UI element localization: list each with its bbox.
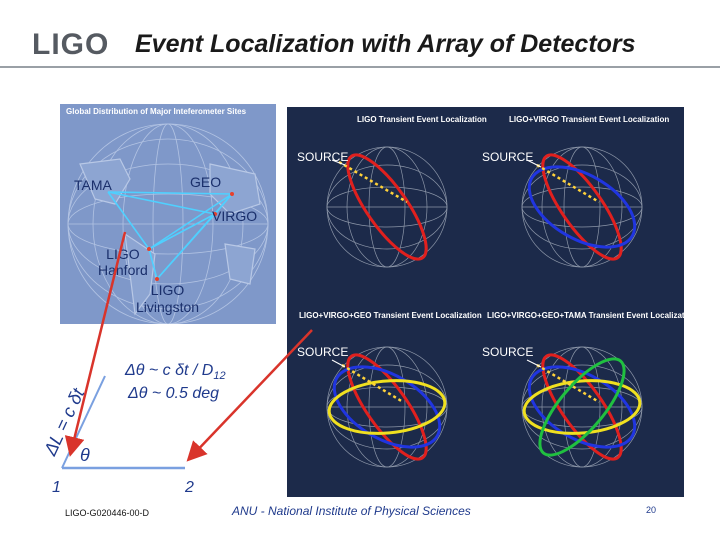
header-divider (0, 66, 720, 68)
delta-theta-subscript: 12 (213, 370, 226, 383)
institute-name: ANU - National Institute of Physical Sci… (232, 504, 471, 518)
slide-title: Event Localization with Array of Detecto… (135, 30, 636, 58)
panel3-rings (327, 353, 447, 461)
delta-theta-value: Δθ ~ 0.5 deg (128, 385, 220, 402)
panel3-caption: LIGO+VIRGO+GEO Transient Event Localizat… (299, 311, 482, 320)
globe-map-graphic (60, 104, 276, 325)
site-label-geo: GEO (190, 174, 222, 190)
panel1-caption: LIGO Transient Event Localization (357, 115, 487, 124)
globe-map-caption: Global Distribution of Major Inteferomet… (66, 107, 247, 116)
site-label-livingston-line1: LIGO (150, 282, 185, 298)
panel2-caption: LIGO+VIRGO Transient Event Localization (509, 115, 670, 124)
site-label-virgo: VIRGO (212, 208, 258, 224)
point-1-label: 1 (52, 479, 61, 496)
panel4-caption: LIGO+VIRGO+GEO+TAMA Transient Event Loca… (487, 311, 697, 320)
site-label-tama: TAMA (74, 177, 112, 193)
panel2-rings (527, 153, 637, 261)
panel1-source-label: SOURCE (297, 150, 349, 164)
wave-arrow-1 (64, 231, 127, 457)
panel4-rings (522, 353, 642, 461)
delta-theta-formula: Δθ ~ c δt / D12 (125, 362, 226, 382)
globe-map-panel: Global Distribution of Major Inteferomet… (60, 104, 276, 325)
panel4-source-label: SOURCE (482, 345, 534, 359)
theta-label: θ (80, 445, 90, 465)
delta-theta-formula-text: Δθ ~ c δt / D (125, 362, 214, 379)
panel3-source-label: SOURCE (297, 345, 349, 359)
point-2-label: 2 (185, 479, 194, 496)
page-number: 20 (646, 505, 657, 515)
site-label-ligo-livingston: LIGO Livingston (136, 282, 199, 316)
localization-globes (326, 146, 643, 468)
site-label-livingston-line2: Livingston (136, 299, 200, 315)
localization-grid: LIGO Transient Event Localization LIGO+V… (287, 107, 697, 497)
wave-arrow-2 (186, 329, 313, 462)
panel2-source-label: SOURCE (482, 150, 534, 164)
document-id: LIGO-G020446-00-D (65, 508, 150, 518)
site-label-ligo-hanford: LIGO Hanford (98, 246, 148, 278)
site-label-hanford-line1: LIGO (106, 246, 140, 262)
ligo-logo: LIGO (32, 28, 110, 61)
panel1-rings (338, 153, 428, 261)
site-label-hanford-line2: Hanford (98, 262, 148, 278)
